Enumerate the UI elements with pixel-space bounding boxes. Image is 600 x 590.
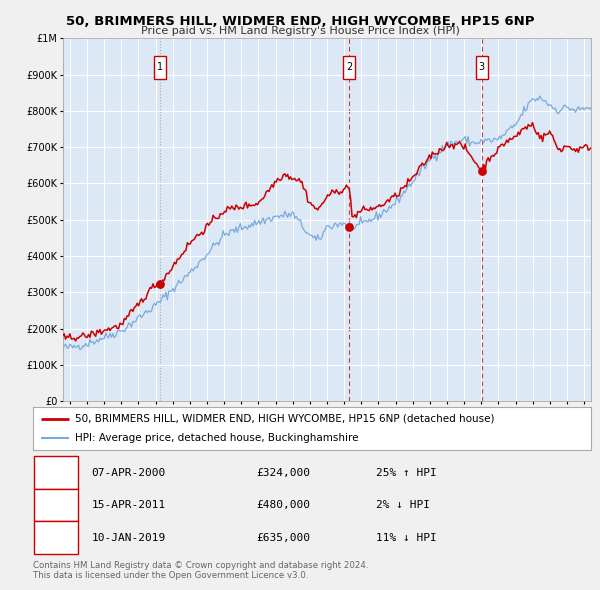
Text: 25% ↑ HPI: 25% ↑ HPI <box>376 467 437 477</box>
Text: HPI: Average price, detached house, Buckinghamshire: HPI: Average price, detached house, Buck… <box>75 433 358 443</box>
Text: Contains HM Land Registry data © Crown copyright and database right 2024.: Contains HM Land Registry data © Crown c… <box>33 560 368 569</box>
Text: 10-JAN-2019: 10-JAN-2019 <box>92 533 166 543</box>
Text: 1: 1 <box>52 467 59 477</box>
FancyBboxPatch shape <box>476 55 488 79</box>
Text: 2% ↓ HPI: 2% ↓ HPI <box>376 500 430 510</box>
FancyBboxPatch shape <box>34 489 78 522</box>
Text: 1: 1 <box>157 63 163 73</box>
FancyBboxPatch shape <box>154 55 166 79</box>
Text: 50, BRIMMERS HILL, WIDMER END, HIGH WYCOMBE, HP15 6NP (detached house): 50, BRIMMERS HILL, WIDMER END, HIGH WYCO… <box>75 414 494 424</box>
Text: 07-APR-2000: 07-APR-2000 <box>92 467 166 477</box>
Text: 2: 2 <box>346 63 352 73</box>
Point <box>477 166 487 175</box>
FancyBboxPatch shape <box>34 456 78 489</box>
Text: 3: 3 <box>52 533 59 543</box>
Text: 2: 2 <box>52 500 59 510</box>
Text: This data is licensed under the Open Government Licence v3.0.: This data is licensed under the Open Gov… <box>33 571 308 580</box>
Text: £324,000: £324,000 <box>256 467 310 477</box>
Text: £480,000: £480,000 <box>256 500 310 510</box>
Text: 3: 3 <box>479 63 485 73</box>
Point <box>344 222 354 232</box>
Text: 15-APR-2011: 15-APR-2011 <box>92 500 166 510</box>
Text: 50, BRIMMERS HILL, WIDMER END, HIGH WYCOMBE, HP15 6NP: 50, BRIMMERS HILL, WIDMER END, HIGH WYCO… <box>66 15 534 28</box>
Text: Price paid vs. HM Land Registry's House Price Index (HPI): Price paid vs. HM Land Registry's House … <box>140 26 460 36</box>
FancyBboxPatch shape <box>343 55 355 79</box>
Text: 11% ↓ HPI: 11% ↓ HPI <box>376 533 437 543</box>
Point <box>155 279 165 289</box>
FancyBboxPatch shape <box>34 522 78 554</box>
Text: £635,000: £635,000 <box>256 533 310 543</box>
